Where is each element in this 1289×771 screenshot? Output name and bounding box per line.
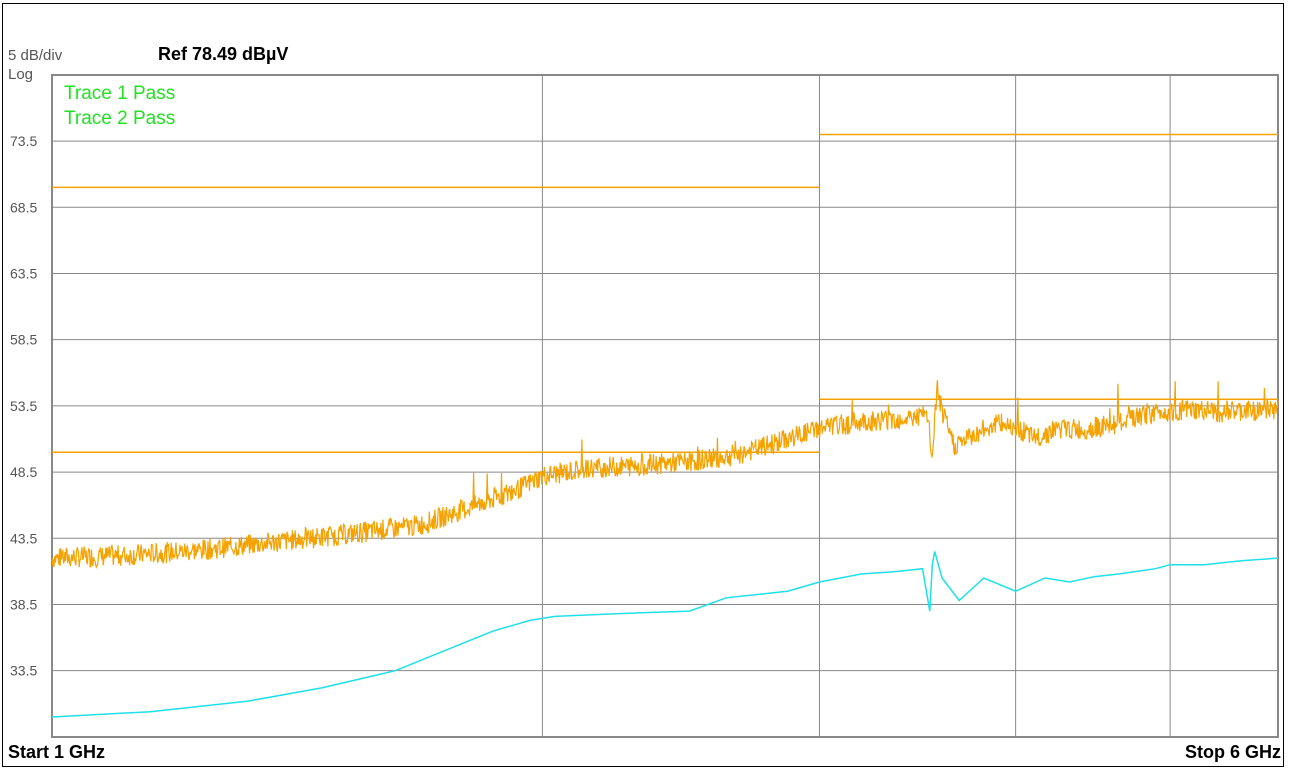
trace-1-line (51, 379, 1279, 570)
y-tick-label: 33.5 (10, 663, 37, 679)
y-tick-label: 68.5 (10, 199, 37, 215)
horizontal-gridlines (52, 140, 1278, 672)
reference-level: Ref 78.49 dBµV (158, 44, 289, 64)
pass-status: Trace 1 Pass Trace 2 Pass (64, 83, 175, 129)
y-tick-label: 38.5 (10, 596, 37, 612)
limit-lines (52, 133, 1278, 453)
stop-frequency: Stop 6 GHz (1184, 742, 1281, 762)
y-tick-labels: 73.5 68.5 63.5 58.5 53.5 48.5 43.5 38.5 33.5 (10, 133, 37, 679)
y-tick-label: 58.5 (10, 332, 37, 348)
y-tick-label: 48.5 (10, 464, 37, 480)
trace-pass-label: Trace 2 Pass (64, 108, 175, 129)
trace-pass-label: Trace 1 Pass (64, 83, 175, 104)
y-tick-label: 73.5 (10, 133, 37, 149)
analyzer-screen-frame (2, 3, 1284, 767)
y-tick-label: 53.5 (10, 398, 37, 414)
scale-per-division: 5 dB/div (8, 47, 63, 64)
y-tick-label: 43.5 (10, 530, 37, 546)
trace-2-line (51, 551, 1279, 718)
y-tick-label: 63.5 (10, 265, 37, 281)
traces (51, 379, 1279, 718)
start-frequency: Start 1 GHz (8, 742, 106, 762)
scale-type: Log (8, 66, 34, 83)
